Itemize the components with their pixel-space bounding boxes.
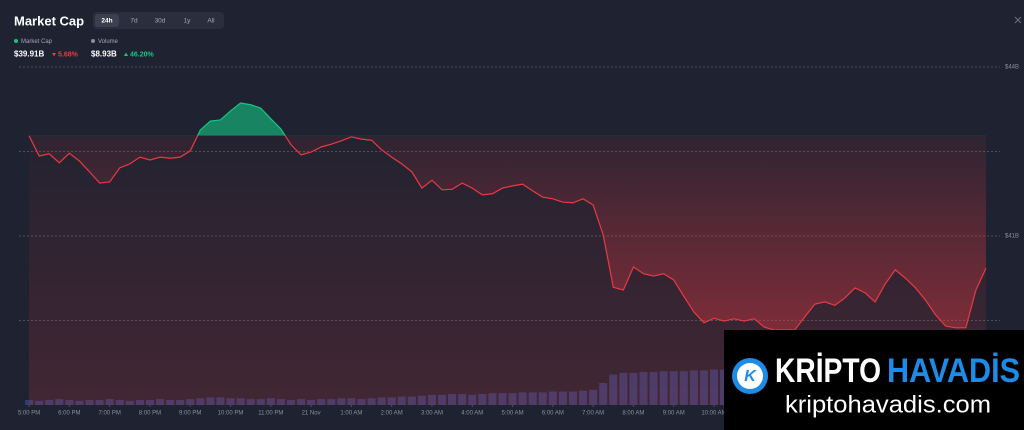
- legend-value: $39.91B: [14, 50, 44, 59]
- change-arrow: [52, 53, 56, 57]
- x-tick-label: 8:00 AM: [622, 411, 644, 417]
- y-tick-label: $44B: [1005, 65, 1019, 71]
- line-below: [28, 135, 987, 331]
- volume-bar: [25, 399, 34, 405]
- x-tick-label: 7:00 AM: [582, 411, 604, 417]
- watermark-url: kriptohavadis.com: [785, 391, 991, 418]
- x-tick-label: 21 Nov: [302, 411, 321, 417]
- legend-label: Market Cap: [21, 39, 53, 45]
- legend-label: Volume: [98, 39, 119, 45]
- legend-value: $8.93B: [91, 50, 117, 59]
- x-tick-label: 10:00 AM: [701, 411, 726, 417]
- tab[interactable]: 1y: [184, 18, 192, 25]
- tab[interactable]: 7d: [130, 18, 138, 25]
- x-tick-label: 10:00 PM: [218, 411, 244, 417]
- watermark-brand: KRİPTO: [775, 352, 881, 390]
- x-tick-label: 5:00 AM: [502, 411, 524, 417]
- y-tick-label: $41B: [1005, 234, 1019, 240]
- legend-change: 46.20%: [130, 51, 155, 58]
- x-tick-label: 9:00 AM: [663, 411, 685, 417]
- tab[interactable]: 30d: [155, 18, 166, 25]
- x-tick-label: 2:00 AM: [381, 411, 403, 417]
- change-arrow: [124, 52, 128, 56]
- x-tick-label: 6:00 AM: [542, 411, 564, 417]
- x-tick-label: 5:00 PM: [18, 411, 40, 417]
- legend-dot: [14, 39, 18, 43]
- area-below: [29, 135, 986, 331]
- x-tick-label: 9:00 PM: [179, 411, 201, 417]
- watermark-brand: HAVADİS: [887, 352, 1020, 390]
- legend-change: 5.68%: [58, 51, 79, 58]
- x-tick-label: 6:00 PM: [58, 411, 80, 417]
- x-tick-label: 11:00 PM: [258, 411, 283, 417]
- chart-title: Market Cap: [14, 13, 84, 28]
- x-tick-label: 7:00 PM: [98, 411, 120, 417]
- x-tick-label: 1:00 AM: [340, 411, 362, 417]
- tab-active-bg: [95, 14, 119, 27]
- watermark-logo-text: K: [744, 368, 757, 385]
- tab[interactable]: All: [207, 18, 215, 25]
- watermark: K KRİPTO HAVADİS kriptohavadis.com: [724, 330, 1024, 430]
- legend-dot: [91, 39, 95, 43]
- tab-bar: [93, 12, 224, 29]
- watermark-logo-inner: [737, 363, 763, 389]
- x-tick-label: 8:00 PM: [139, 411, 161, 417]
- close-icon[interactable]: [1014, 16, 1022, 24]
- watermark-box: [724, 330, 1024, 430]
- x-tick-label: 3:00 AM: [421, 411, 443, 417]
- x-tick-label: 4:00 AM: [461, 411, 483, 417]
- tab[interactable]: 24h: [101, 18, 112, 25]
